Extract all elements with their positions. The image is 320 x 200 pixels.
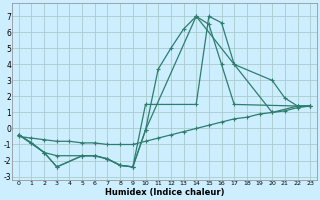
X-axis label: Humidex (Indice chaleur): Humidex (Indice chaleur) [105,188,224,197]
